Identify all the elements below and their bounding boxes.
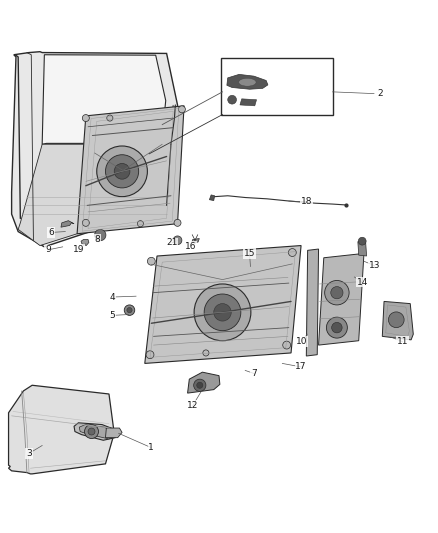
Text: 19: 19	[73, 245, 84, 254]
Circle shape	[358, 237, 366, 245]
Text: 13: 13	[369, 261, 380, 270]
Text: 21: 21	[166, 238, 177, 247]
Polygon shape	[209, 195, 215, 200]
Bar	[221, 58, 332, 115]
Text: 9: 9	[45, 245, 51, 254]
Circle shape	[88, 428, 95, 435]
Ellipse shape	[239, 78, 256, 86]
Circle shape	[197, 382, 203, 389]
Polygon shape	[61, 221, 74, 227]
Polygon shape	[358, 241, 367, 256]
Polygon shape	[240, 99, 257, 106]
Text: 1: 1	[148, 443, 154, 452]
Polygon shape	[81, 239, 89, 246]
Polygon shape	[42, 55, 166, 144]
Circle shape	[204, 294, 241, 330]
Text: 4: 4	[109, 293, 115, 302]
Text: 17: 17	[295, 362, 307, 372]
Circle shape	[228, 95, 237, 104]
Polygon shape	[382, 302, 413, 340]
Circle shape	[106, 155, 139, 188]
Polygon shape	[191, 239, 199, 243]
Circle shape	[325, 280, 349, 305]
Circle shape	[178, 106, 185, 113]
Circle shape	[127, 308, 132, 313]
Circle shape	[174, 220, 181, 227]
Circle shape	[203, 350, 209, 356]
Circle shape	[288, 248, 296, 256]
Circle shape	[146, 351, 154, 359]
Polygon shape	[318, 253, 364, 345]
Circle shape	[114, 164, 130, 179]
Text: 7: 7	[251, 369, 257, 378]
Text: 2: 2	[378, 89, 383, 98]
Circle shape	[148, 257, 155, 265]
Text: 3: 3	[26, 449, 32, 458]
Text: 8: 8	[95, 235, 100, 244]
Polygon shape	[74, 423, 118, 440]
Text: 11: 11	[397, 337, 408, 346]
Text: 18: 18	[300, 197, 312, 206]
Circle shape	[389, 312, 404, 328]
Polygon shape	[306, 249, 318, 356]
Text: 14: 14	[357, 278, 368, 287]
Circle shape	[173, 236, 182, 245]
Text: 12: 12	[187, 401, 198, 410]
Polygon shape	[227, 75, 268, 89]
Circle shape	[95, 229, 106, 241]
Circle shape	[82, 115, 89, 122]
Circle shape	[107, 115, 113, 121]
Text: 10: 10	[296, 337, 308, 346]
Circle shape	[326, 317, 347, 338]
Text: 16: 16	[185, 242, 196, 251]
Circle shape	[283, 341, 290, 349]
Circle shape	[214, 304, 231, 321]
Circle shape	[85, 425, 99, 439]
Circle shape	[82, 220, 89, 227]
Text: 6: 6	[48, 228, 54, 237]
Circle shape	[332, 322, 342, 333]
Polygon shape	[145, 246, 301, 364]
Circle shape	[97, 146, 148, 197]
Circle shape	[194, 284, 251, 341]
Circle shape	[194, 379, 206, 391]
Text: 15: 15	[244, 249, 255, 258]
Polygon shape	[106, 428, 122, 438]
Circle shape	[331, 287, 343, 299]
Polygon shape	[79, 425, 113, 439]
Polygon shape	[187, 372, 220, 393]
Polygon shape	[12, 52, 177, 247]
Polygon shape	[77, 106, 184, 234]
Polygon shape	[9, 385, 114, 474]
Polygon shape	[18, 105, 173, 246]
Circle shape	[138, 221, 144, 227]
Circle shape	[124, 305, 135, 316]
Text: 5: 5	[109, 311, 115, 320]
